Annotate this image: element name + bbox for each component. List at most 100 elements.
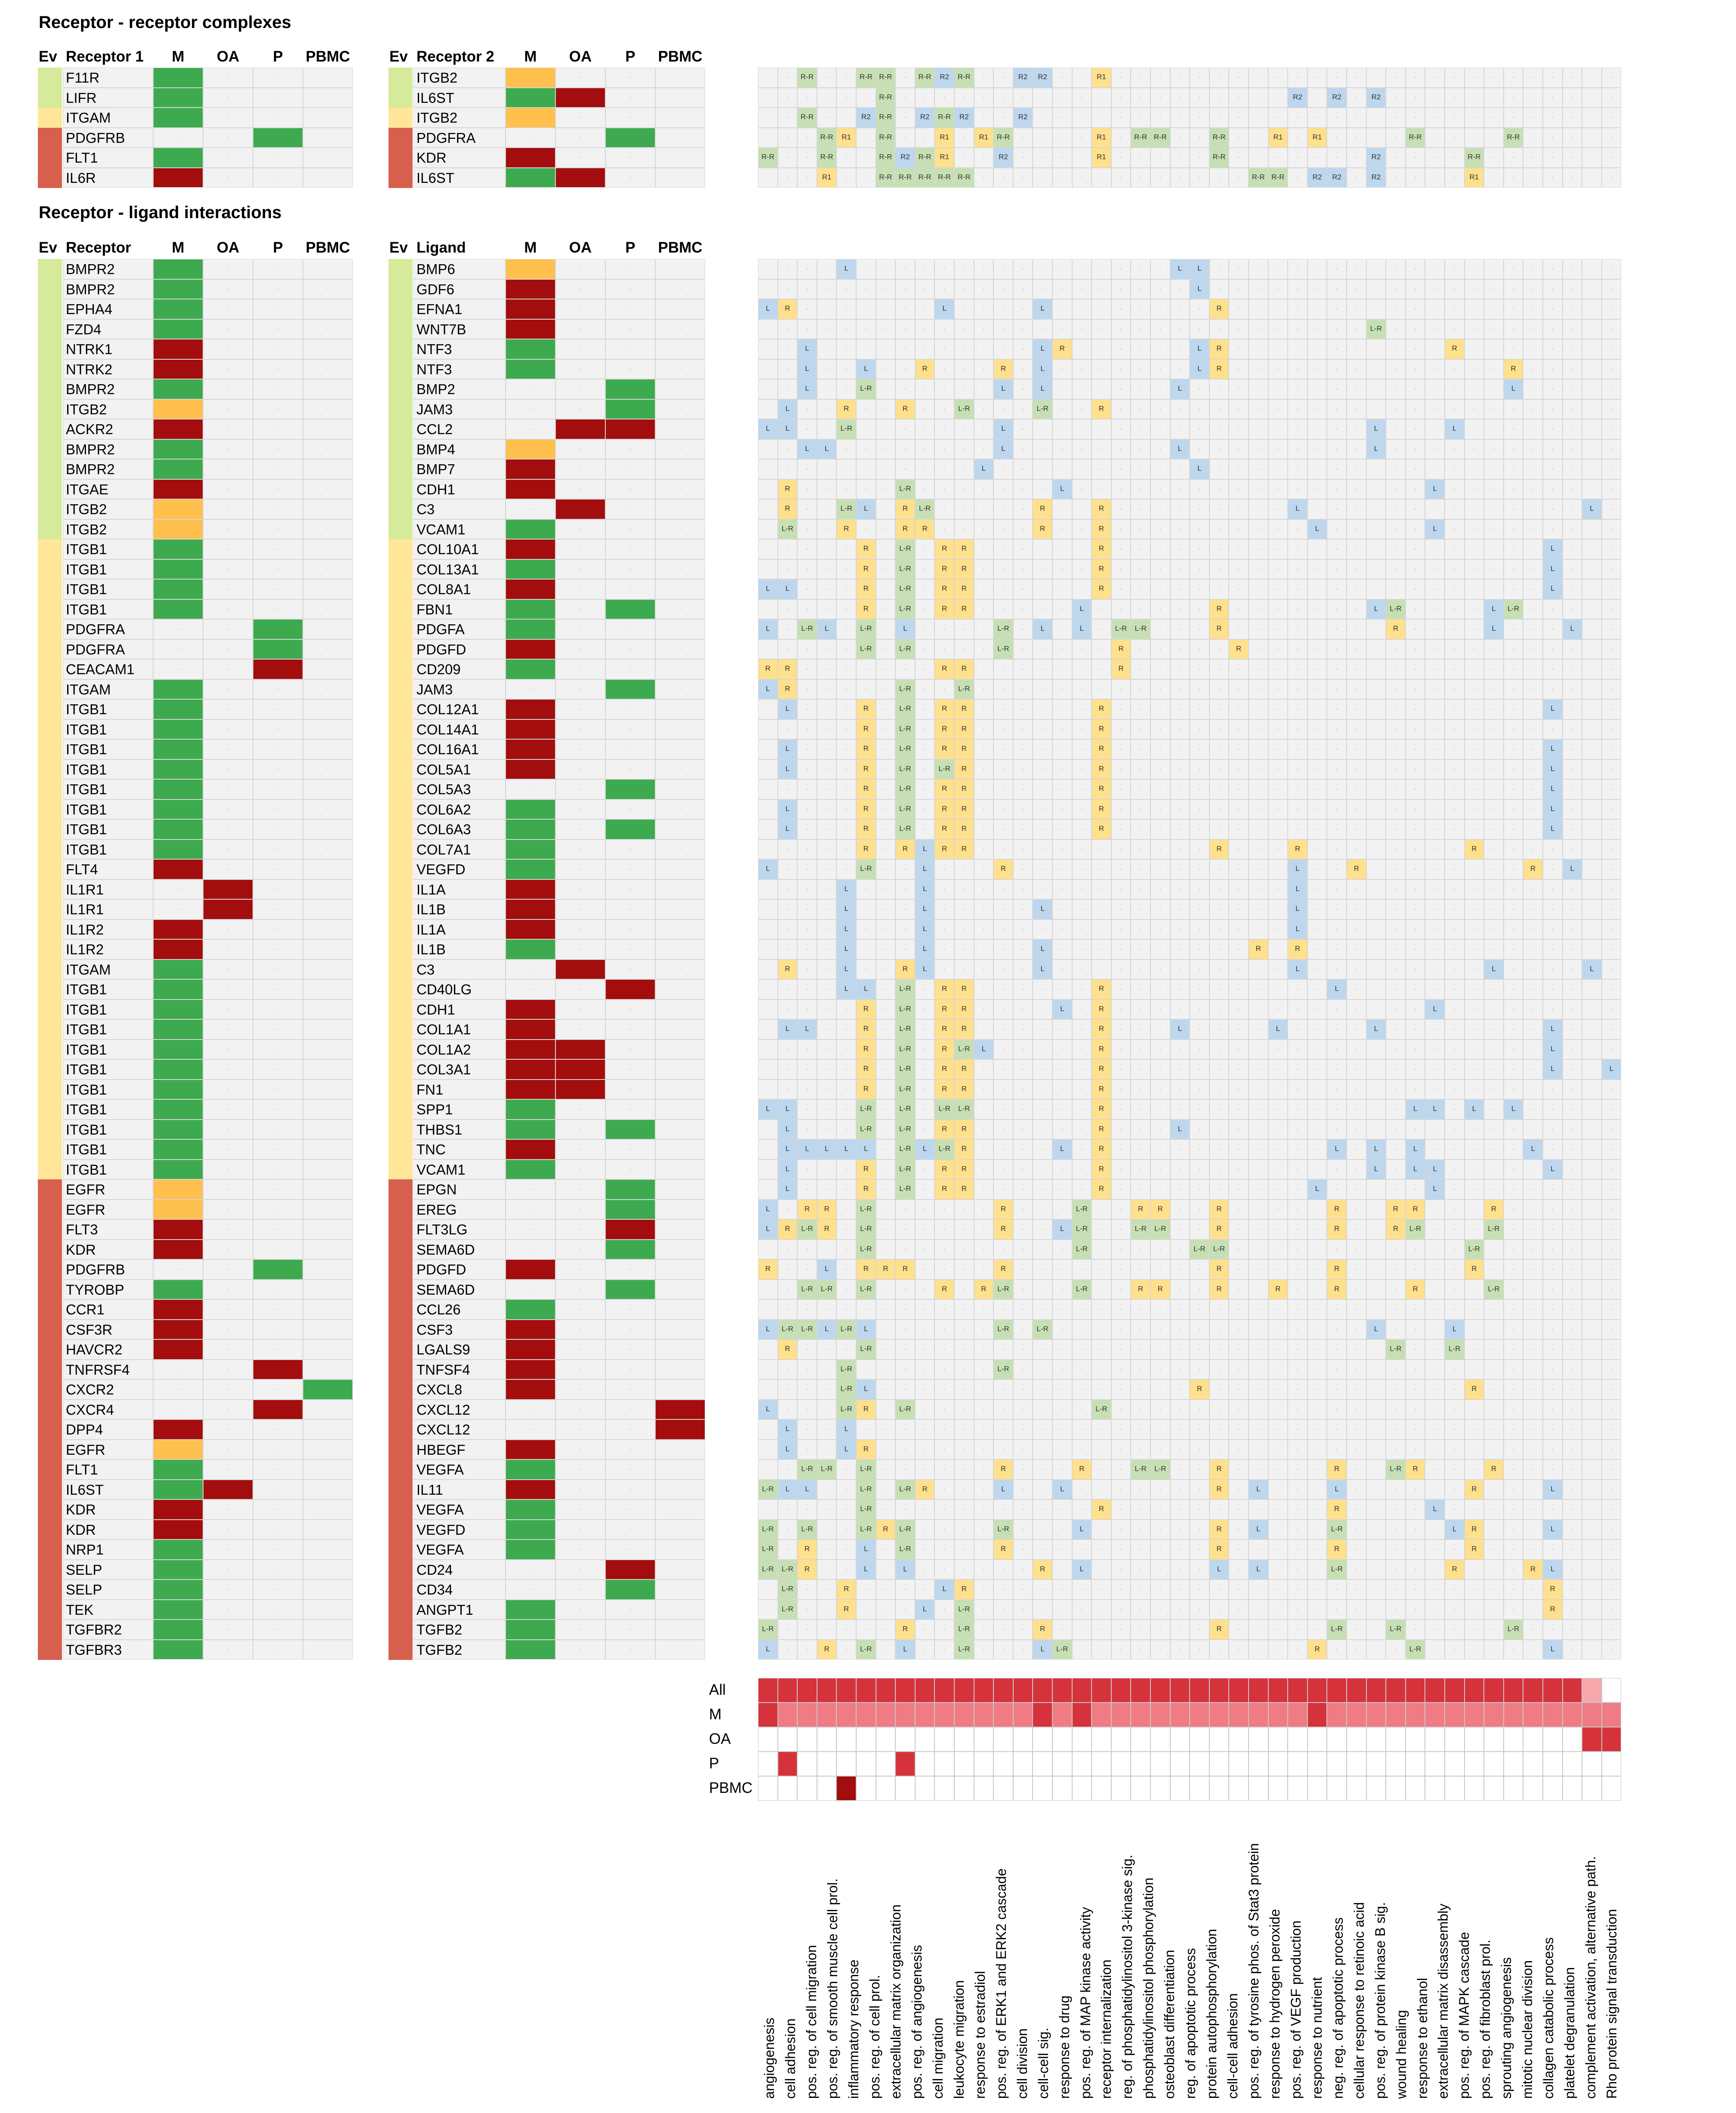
expression-cell: . [203, 979, 253, 999]
go-cell: . [1249, 439, 1268, 460]
expression-cell: . [303, 1040, 353, 1060]
expression-cell: . [555, 899, 605, 919]
empty-dot: . [303, 1404, 352, 1411]
empty-dot: . [556, 1244, 605, 1251]
empty-dot: . [606, 112, 655, 119]
go-cell: . [1170, 68, 1190, 88]
empty-dot: . [837, 304, 856, 311]
empty-dot: . [1112, 364, 1131, 371]
ev-cell [38, 1619, 62, 1640]
empty-dot: . [1523, 324, 1542, 331]
empty-dot: . [303, 1464, 352, 1471]
go-mark: L [1033, 339, 1052, 358]
expression-cell: . [506, 1219, 555, 1240]
expression-cell: . [655, 939, 705, 959]
expression-cell: . [303, 168, 353, 188]
ev-cell [389, 299, 413, 320]
go-cell: L-R [856, 379, 876, 399]
empty-dot: . [1347, 424, 1366, 431]
empty-dot: . [1151, 424, 1170, 431]
empty-dot: . [1563, 444, 1582, 451]
empty-dot: . [798, 152, 817, 159]
empty-dot: . [1151, 264, 1170, 271]
expression-cell: . [555, 259, 605, 279]
go-mark: R-R [876, 128, 895, 146]
gene-cell: LGALS9 [413, 1339, 506, 1360]
gene-cell: ITGB2 [413, 108, 506, 128]
expression-cell: . [203, 299, 253, 319]
go-cell: . [1425, 108, 1445, 128]
go-cell: . [1406, 168, 1425, 188]
expression-cell: . [303, 259, 353, 279]
go-cell: . [817, 108, 837, 128]
expression-cell: . [506, 1200, 555, 1220]
go-cell: . [1092, 459, 1111, 479]
gene-cell: FLT1 [63, 1459, 153, 1480]
expression-cell [153, 68, 203, 88]
gene-cell: COL3A1 [413, 1059, 506, 1080]
gene-cell: ANGPT1 [413, 1600, 506, 1620]
empty-dot: . [303, 1524, 352, 1531]
empty-dot: . [955, 93, 974, 99]
empty-dot: . [1347, 152, 1366, 159]
expression-cell [153, 519, 203, 540]
expression-cell: . [303, 1600, 353, 1620]
go-cell: . [758, 108, 778, 128]
empty-dot: . [1523, 173, 1542, 179]
empty-dot: . [896, 93, 915, 99]
go-mark: R2 [857, 108, 876, 126]
expression-cell: . [655, 619, 705, 639]
expression-cell: . [655, 499, 705, 519]
empty-dot: . [1523, 444, 1542, 451]
expression-cell: . [203, 1160, 253, 1180]
empty-dot: . [1347, 173, 1366, 179]
empty-dot: . [656, 804, 705, 811]
expression-cell: . [506, 679, 555, 700]
expression-cell: . [203, 819, 253, 839]
empty-dot: . [556, 904, 605, 911]
empty-dot: . [303, 664, 352, 671]
empty-dot: . [1425, 133, 1444, 139]
expression-cell: . [203, 148, 253, 168]
empty-dot: . [1523, 264, 1542, 271]
gene-cell: EFNA1 [413, 299, 506, 319]
expression-cell: . [303, 559, 353, 580]
go-cell: . [1229, 299, 1249, 319]
go-cell: . [778, 68, 798, 88]
empty-dot: . [556, 1304, 605, 1311]
go-cell: . [1563, 439, 1582, 460]
empty-dot: . [1053, 93, 1072, 99]
empty-dot: . [1131, 264, 1150, 271]
expression-cell [555, 1059, 605, 1080]
empty-dot: . [1406, 93, 1425, 99]
go-mark: R1 [837, 128, 856, 146]
empty-dot: . [204, 1404, 253, 1411]
empty-dot: . [253, 1304, 302, 1311]
expression-cell [506, 819, 555, 839]
expression-cell: . [303, 1440, 353, 1460]
go-cell: R-R [1504, 128, 1523, 148]
empty-dot: . [303, 1584, 352, 1591]
empty-dot: . [974, 404, 993, 411]
go-cell: . [1170, 339, 1190, 359]
gene-cell: LIFR [63, 88, 153, 108]
empty-dot: . [303, 984, 352, 991]
ev-cell [38, 1539, 62, 1560]
empty-dot: . [896, 304, 915, 311]
go-cell: R [895, 399, 915, 420]
gene-cell: ITGB1 [63, 699, 153, 719]
go-cell: . [1268, 359, 1288, 379]
gene-cell: IL1R1 [63, 899, 153, 919]
ev-cell [38, 499, 62, 520]
empty-dot: . [876, 464, 895, 471]
expression-cell: . [203, 439, 253, 460]
empty-dot: . [1543, 112, 1562, 119]
empty-dot: . [1504, 344, 1523, 351]
expression-cell [555, 1080, 605, 1100]
empty-dot: . [303, 1024, 352, 1031]
expression-cell [153, 1339, 203, 1360]
expression-cell: . [153, 899, 203, 919]
gene-cell: KDR [63, 1240, 153, 1260]
expression-cell [605, 819, 655, 839]
go-cell: . [1268, 299, 1288, 319]
